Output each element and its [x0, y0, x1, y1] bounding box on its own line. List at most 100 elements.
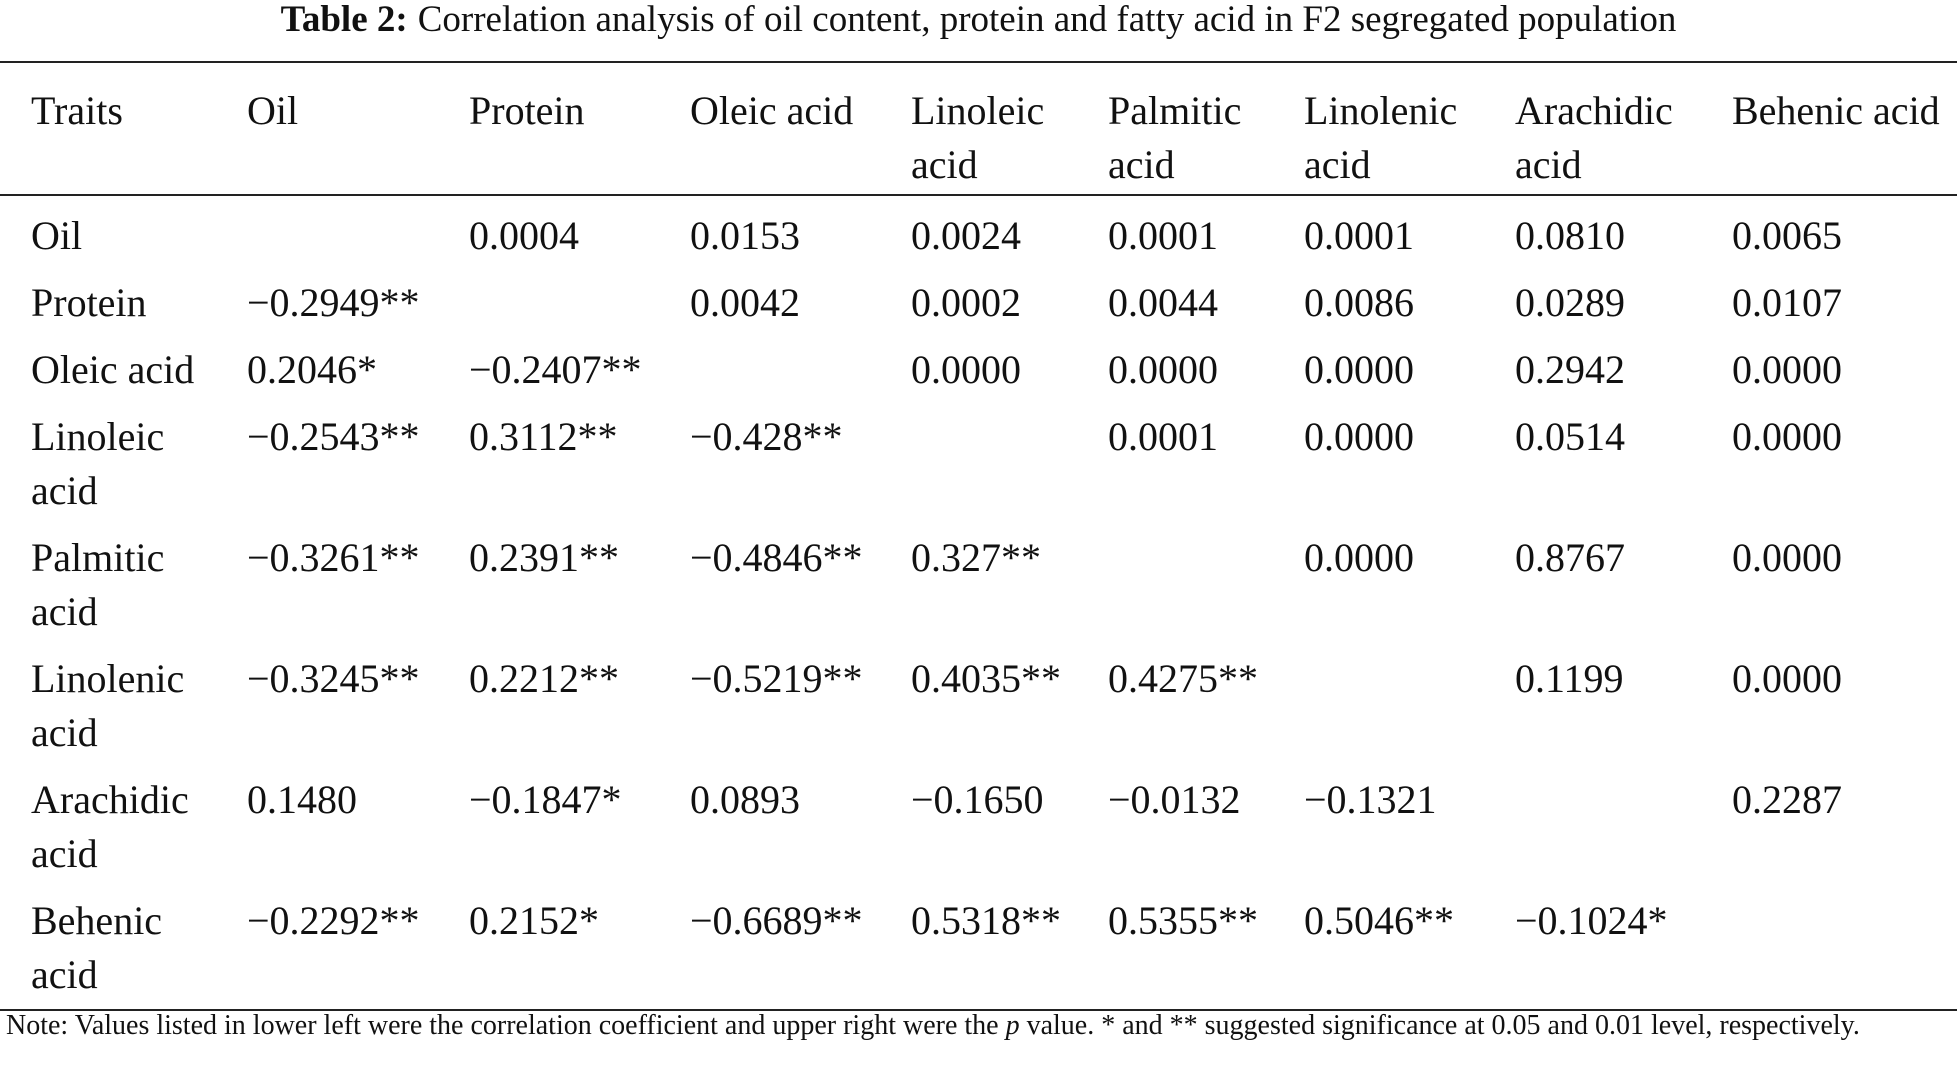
- table-cell: −0.1847*: [469, 777, 622, 822]
- row-label: Palmitic acid: [31, 535, 165, 634]
- table-cell: −0.3245**: [247, 656, 420, 701]
- table-row: Protein −0.2949** 0.0042 0.0002 0.0044 0.0086…: [0, 270, 1957, 337]
- table-cell: 0.4275**: [1108, 656, 1258, 701]
- table-cell: 0.2942: [1515, 347, 1625, 392]
- table-row: Linolenic acid −0.3245** 0.2212** −0.5219**…: [0, 646, 1957, 767]
- table-cell: 0.2046*: [247, 347, 377, 392]
- table-cell: 0.2152*: [469, 898, 599, 943]
- table-cell: 0.0044: [1108, 280, 1218, 325]
- note-text: Note: Values listed in lower left were t…: [6, 1010, 999, 1041]
- table-cell: 0.0000: [1732, 535, 1842, 580]
- table-cell: 0.0000: [1304, 535, 1414, 580]
- column-header: Oleic acid: [690, 88, 854, 133]
- table-cell: 0.0000: [1108, 347, 1218, 392]
- table-cell: −0.1321: [1304, 777, 1437, 822]
- table-cell: [690, 337, 911, 404]
- table-cell: 0.0001: [1108, 414, 1218, 459]
- row-label: Arachidic acid: [31, 777, 189, 876]
- table-cell: 0.5355**: [1108, 898, 1258, 943]
- table-cell: 0.0086: [1304, 280, 1414, 325]
- table-cell: 0.0024: [911, 213, 1021, 258]
- table-cell: 0.0000: [1732, 656, 1842, 701]
- column-header: Linolenic acid: [1304, 88, 1458, 187]
- table-cell: 0.0000: [1732, 414, 1842, 459]
- table-cell: [247, 195, 469, 270]
- table-cell: 0.0514: [1515, 414, 1625, 459]
- table-row: Arachidic acid 0.1480 −0.1847* 0.0893 −0.165…: [0, 767, 1957, 888]
- column-header: Palmitic acid: [1108, 88, 1242, 187]
- title-text: Correlation analysis of oil content, pro…: [417, 0, 1677, 40]
- table-cell: −0.1650: [911, 777, 1044, 822]
- table-cell: −0.2292**: [247, 898, 420, 943]
- row-label: Behenic acid: [31, 898, 163, 997]
- table-cell: [469, 270, 690, 337]
- table-note: Note: Values listed in lower left were t…: [6, 1008, 1951, 1043]
- table-cell: 0.0893: [690, 777, 800, 822]
- row-label: Linoleic acid: [31, 414, 165, 513]
- table-cell: −0.428**: [690, 414, 843, 459]
- table-cell: 0.2391**: [469, 535, 619, 580]
- table-cell: 0.3112**: [469, 414, 618, 459]
- table-title: Table 2: Correlation analysis of oil cont…: [0, 0, 1957, 40]
- table-row: Oleic acid 0.2046* −0.2407** 0.0000 0.0000 0.…: [0, 337, 1957, 404]
- table-cell: −0.4846**: [690, 535, 863, 580]
- table-cell: 0.2212**: [469, 656, 619, 701]
- table-cell: 0.0810: [1515, 213, 1625, 258]
- table-cell: [1304, 646, 1515, 767]
- table-row: Behenic acid −0.2292** 0.2152* −0.6689** 0.5…: [0, 888, 1957, 1010]
- table-cell: 0.5318**: [911, 898, 1061, 943]
- row-label: Oleic acid: [31, 347, 195, 392]
- table-cell: 0.0042: [690, 280, 800, 325]
- table-cell: −0.2543**: [247, 414, 420, 459]
- table-cell: −0.0132: [1108, 777, 1241, 822]
- table-cell: 0.0065: [1732, 213, 1842, 258]
- table-cell: 0.0289: [1515, 280, 1625, 325]
- table-cell: [1108, 525, 1304, 646]
- table-cell: 0.1199: [1515, 656, 1624, 701]
- row-label: Oil: [31, 213, 83, 258]
- table-cell: 0.0153: [690, 213, 800, 258]
- column-header: Behenic acid: [1732, 88, 1940, 133]
- table-cell: 0.0004: [469, 213, 579, 258]
- header-row: Traits Oil Protein Oleic acid Linoleic acid P…: [0, 62, 1957, 195]
- table-cell: 0.8767: [1515, 535, 1625, 580]
- table-cell: 0.0000: [1732, 347, 1842, 392]
- table-cell: 0.0107: [1732, 280, 1842, 325]
- table-cell: 0.2287: [1732, 777, 1842, 822]
- table-cell: 0.0001: [1304, 213, 1414, 258]
- table-label: Table 2:: [280, 0, 408, 40]
- table-cell: −0.3261**: [247, 535, 420, 580]
- table-cell: [1732, 888, 1957, 1010]
- table-row: Palmitic acid −0.3261** 0.2391** −0.4846** 0…: [0, 525, 1957, 646]
- table-cell: [911, 404, 1108, 525]
- column-header: Oil: [247, 88, 299, 133]
- row-label: Linolenic acid: [31, 656, 185, 755]
- table-cell: −0.2949**: [247, 280, 420, 325]
- table-cell: 0.327**: [911, 535, 1041, 580]
- table-cell: 0.0000: [1304, 414, 1414, 459]
- table-cell: [1515, 767, 1732, 888]
- table-cell: −0.6689**: [690, 898, 863, 943]
- column-header: Protein: [469, 88, 585, 133]
- note-italic: p: [1005, 1010, 1020, 1041]
- table-cell: 0.0000: [911, 347, 1021, 392]
- table-cell: −0.5219**: [690, 656, 863, 701]
- table-cell: 0.0000: [1304, 347, 1414, 392]
- column-header: Arachidic acid: [1515, 88, 1673, 187]
- column-header: Linoleic acid: [911, 88, 1045, 187]
- table-cell: 0.4035**: [911, 656, 1061, 701]
- table-cell: 0.0002: [911, 280, 1021, 325]
- table-header: Traits Oil Protein Oleic acid Linoleic acid P…: [0, 62, 1957, 195]
- table-cell: −0.1024*: [1515, 898, 1668, 943]
- correlation-table: Traits Oil Protein Oleic acid Linoleic acid P…: [0, 61, 1957, 1011]
- table-body: Oil 0.0004 0.0153 0.0024 0.0001 0.0001 0.0810 0…: [0, 195, 1957, 1010]
- table-cell: −0.2407**: [469, 347, 642, 392]
- table-cell: 0.0001: [1108, 213, 1218, 258]
- table-row: Oil 0.0004 0.0153 0.0024 0.0001 0.0001 0.0810 0…: [0, 195, 1957, 270]
- table-row: Linoleic acid −0.2543** 0.3112** −0.428** 0.…: [0, 404, 1957, 525]
- table-cell: 0.1480: [247, 777, 357, 822]
- table-cell: 0.5046**: [1304, 898, 1454, 943]
- column-header: Traits: [31, 88, 123, 133]
- row-label: Protein: [31, 280, 147, 325]
